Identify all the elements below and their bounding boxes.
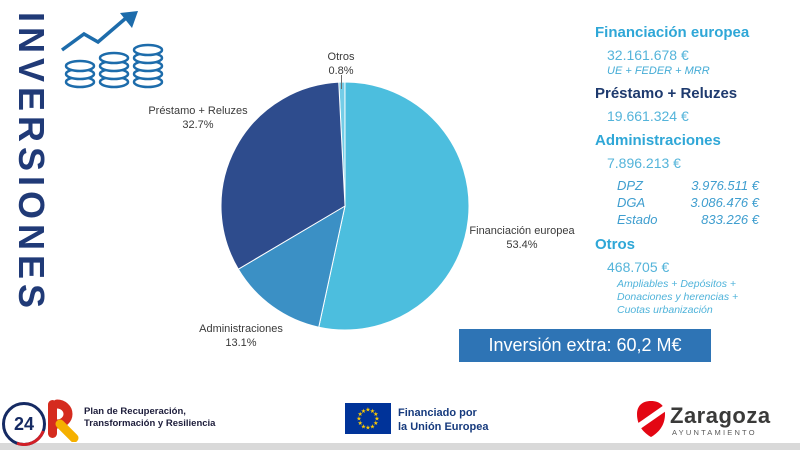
pie-label-pct: 13.1%: [225, 337, 257, 349]
section-heading: Préstamo + Reluzes: [595, 85, 738, 102]
eu-star-icon: ★: [361, 424, 366, 431]
pie-slice-administraciones: [237, 204, 346, 328]
breakdown-label: DGA: [617, 195, 646, 210]
breakdown-value: 3.976.511 €: [691, 178, 759, 193]
eu-funding-line1: Financiado por: [398, 407, 477, 419]
pie-label-otros: Otros 0.8%: [300, 50, 382, 78]
eu-star-icon: ★: [358, 411, 363, 418]
eu-funding-line2: la Unión Europea: [398, 421, 489, 433]
pie-slice-financiacion-europea: [318, 81, 470, 331]
pie-label-financiacion: Financiación europea 53.4%: [466, 224, 578, 252]
pie-label-prestamo: Préstamo + Reluzes 32.7%: [128, 104, 268, 132]
eu-star-icon: ★: [361, 408, 366, 415]
section-prestamo-reluzes: Préstamo + Reluzes 19.661.324 €: [595, 85, 800, 124]
otros-note-line: Cuotas urbanización: [617, 304, 713, 316]
zaragoza-subtitle: AYUNTAMIENTO: [672, 428, 757, 437]
section-heading: Administraciones: [595, 132, 721, 149]
eu-star-icon: ★: [358, 420, 363, 427]
breakdown-value: 833.226 €: [701, 212, 759, 227]
otros-note-line: Donaciones y herencias +: [617, 291, 739, 303]
section-value: 32.161.678 €: [607, 47, 689, 63]
breakdown-label: Estado: [617, 212, 658, 227]
investments-pie-chart: [220, 81, 470, 331]
section-note: UE + FEDER + MRR: [607, 65, 710, 77]
pie-label-pct: 0.8%: [328, 65, 354, 77]
eu-star-icon: ★: [370, 408, 375, 415]
breakdown-row: Estado 833.226 €: [617, 211, 759, 228]
zaragoza-shield-icon: [636, 401, 666, 437]
bottom-frame-bar: [0, 443, 800, 450]
pie-label-pct: 53.4%: [506, 239, 538, 251]
pie-label-text: Administraciones: [199, 323, 283, 335]
recovery-plan-line2: Transformación y Resiliencia: [84, 418, 216, 429]
page-title: INVERSIONES: [11, 12, 52, 314]
section-value: 7.896.213 €: [607, 155, 681, 171]
breakdown-value: 3.086.476 €: [690, 195, 759, 210]
eu-star-icon: ★: [373, 420, 378, 427]
otros-notes: Ampliables + Depósitos + Donaciones y he…: [617, 278, 800, 317]
breakdown-label: DPZ: [617, 178, 643, 193]
breakdown-row: DPZ 3.976.511 €: [617, 177, 759, 194]
section-value: 468.705 €: [607, 259, 670, 275]
section-financiacion-europea: Financiación europea 32.161.678 € UE + F…: [595, 24, 800, 77]
section-otros: Otros 468.705 € Ampliables + Depósitos +…: [595, 236, 800, 317]
pie-chart-area: [219, 80, 471, 332]
pie-label-text: Financiación europea: [469, 225, 575, 237]
eu-star-icon: ★: [365, 425, 370, 432]
breakdown-row: DGA 3.086.476 €: [617, 194, 759, 211]
eu-star-icon: ★: [356, 416, 361, 423]
pie-label-text: Otros: [327, 51, 355, 63]
section-heading: Otros: [595, 236, 636, 253]
pie-label-text: Préstamo + Reluzes: [148, 105, 248, 117]
section-administraciones: Administraciones 7.896.213 € DPZ 3.976.5…: [595, 132, 800, 228]
eu-star-icon: ★: [373, 411, 378, 418]
section-value: 19.661.324 €: [607, 108, 689, 124]
growth-coins-icon: [60, 11, 164, 89]
otros-note-line: Ampliables + Depósitos +: [617, 278, 737, 290]
eu-star-icon: ★: [374, 416, 379, 423]
pie-slice-prestamo-reluzes: [220, 81, 346, 270]
recovery-plan-line1: Plan de Recuperación,: [84, 406, 186, 417]
channel-24-badge: 24: [2, 402, 46, 446]
eu-stars: ★ ★★★★★★★★★★★: [356, 407, 379, 432]
summary-panel: Financiación europea 32.161.678 € UE + F…: [595, 24, 800, 325]
otros-leader-line: [341, 75, 342, 89]
zaragoza-wordmark: Zaragoza: [670, 403, 771, 428]
eu-star-icon: ★: [365, 407, 370, 414]
eu-flag-icon: ★ ★★★★★★★★★★★: [345, 403, 391, 434]
extra-investment-banner: Inversión extra: 60,2 M€: [459, 329, 711, 362]
eu-star-icon: ★: [370, 424, 375, 431]
eu-funding-text: Financiado por la Unión Europea: [398, 406, 488, 434]
administraciones-breakdown: DPZ 3.976.511 € DGA 3.086.476 € Estado 8…: [617, 177, 759, 228]
section-heading: Financiación europea: [595, 24, 750, 41]
recovery-plan-r-logo-icon: [48, 399, 79, 442]
pie-label-pct: 32.7%: [182, 119, 214, 131]
recovery-plan-text: Plan de Recuperación, Transformación y R…: [84, 406, 215, 430]
pie-label-administraciones: Administraciones 13.1%: [180, 322, 302, 350]
